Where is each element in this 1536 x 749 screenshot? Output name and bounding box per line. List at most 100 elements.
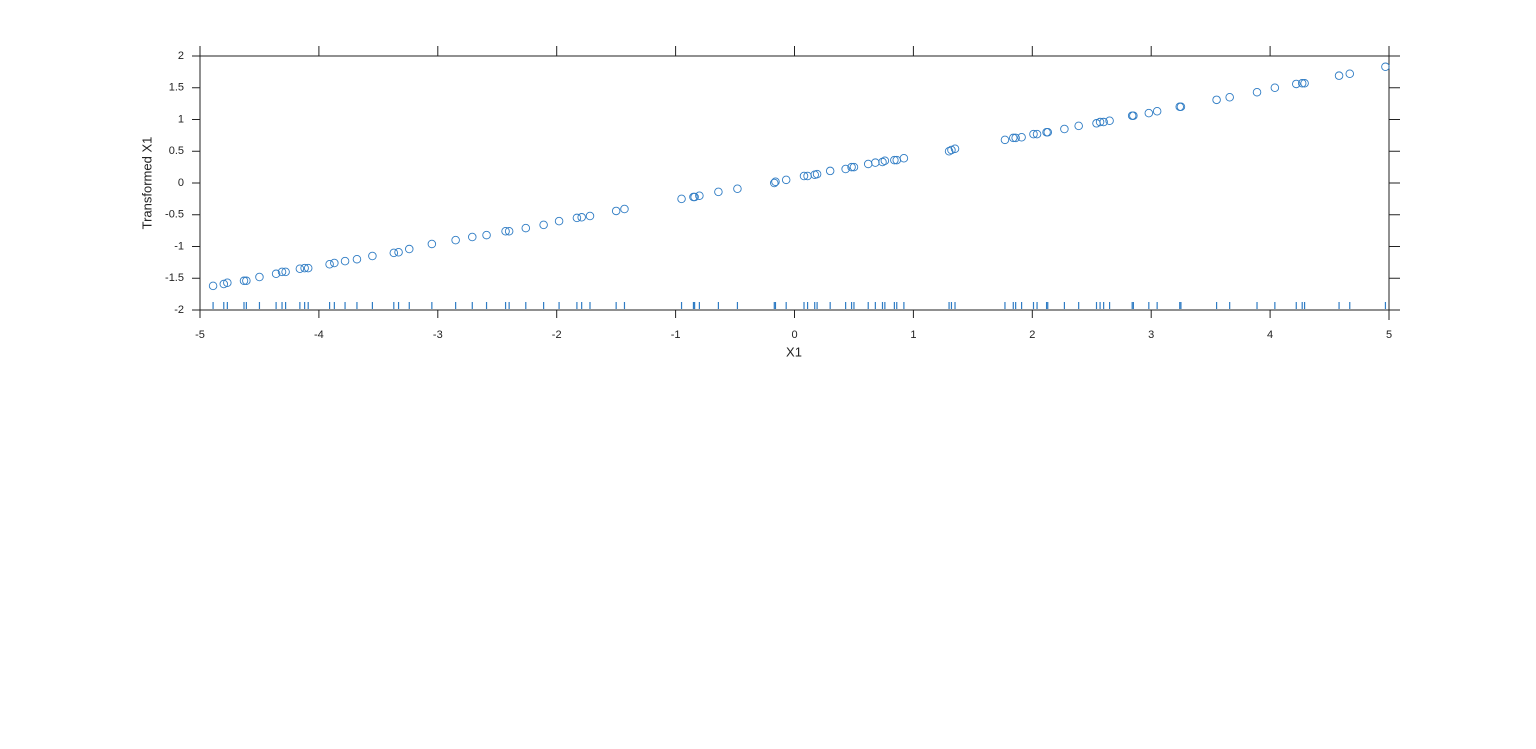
point (1032, 129, 1042, 139)
point (521, 223, 531, 233)
point (770, 178, 779, 188)
point (825, 166, 835, 176)
x-tick-label: 1 (910, 329, 916, 341)
x-tick-label: -5 (195, 329, 205, 341)
y-tick-label: -0.5 (165, 209, 184, 221)
x-tick-label: -4 (314, 329, 324, 341)
point (1334, 71, 1344, 80)
point (368, 251, 377, 261)
point (271, 269, 281, 279)
point (1095, 117, 1105, 127)
point (1144, 108, 1154, 118)
point (1292, 79, 1301, 89)
point (677, 194, 686, 204)
x-tick-label: -3 (433, 329, 443, 341)
point (352, 254, 362, 264)
point (714, 187, 723, 197)
point (300, 263, 309, 273)
point (504, 227, 514, 236)
point (841, 164, 850, 174)
point (944, 146, 954, 156)
point (1000, 135, 1010, 145)
point (277, 267, 287, 277)
y-tick-label: 0.5 (169, 145, 184, 157)
x-tick-label: 3 (1148, 329, 1154, 341)
point (389, 248, 399, 258)
point (295, 264, 305, 273)
point (695, 191, 704, 200)
point (539, 220, 548, 230)
point (781, 175, 791, 185)
point (394, 247, 403, 257)
point (219, 279, 229, 289)
point (1011, 133, 1020, 143)
point (890, 155, 899, 165)
x-tick-label: 4 (1267, 329, 1273, 341)
x-tick-label: 2 (1029, 329, 1035, 341)
point (1074, 121, 1083, 131)
point (611, 206, 621, 216)
point (1225, 93, 1234, 102)
y-tick-label: -1.5 (165, 272, 184, 284)
y-tick-label: 0 (178, 177, 184, 189)
point (1252, 87, 1262, 97)
point (1043, 127, 1053, 137)
x-tick-label: 5 (1386, 329, 1392, 341)
point (325, 260, 334, 269)
y-tick-label: 1 (178, 113, 184, 125)
point (1129, 111, 1138, 120)
point (733, 184, 742, 193)
x-tick-label: 0 (791, 329, 797, 341)
point (208, 281, 218, 291)
point (585, 211, 595, 221)
point (330, 258, 339, 268)
point (405, 244, 414, 254)
point (863, 159, 873, 169)
point (281, 267, 290, 277)
x-tick-label: -2 (552, 329, 562, 341)
point (1099, 117, 1108, 127)
point (223, 278, 232, 287)
point (501, 227, 510, 236)
point (1345, 69, 1355, 79)
point (880, 156, 890, 166)
point (1152, 106, 1162, 116)
point (451, 235, 460, 245)
point (255, 272, 264, 282)
point (1297, 79, 1307, 88)
point (1270, 83, 1280, 92)
y-tick-label: -2 (174, 304, 184, 316)
point (899, 153, 909, 163)
y-tick-label: -1 (174, 240, 184, 252)
point (1060, 124, 1069, 134)
point (572, 213, 582, 223)
y-tick-label: 1.5 (169, 82, 184, 94)
point (690, 192, 699, 202)
point (303, 263, 313, 273)
point (468, 232, 477, 242)
point (1381, 62, 1390, 72)
point (239, 276, 249, 286)
point (871, 158, 880, 167)
point (799, 171, 809, 181)
point (1300, 79, 1309, 88)
x-tick-label: -1 (671, 329, 681, 341)
point (340, 256, 350, 266)
point (771, 177, 780, 186)
point (849, 162, 859, 172)
point (1176, 102, 1186, 112)
point (950, 144, 960, 153)
point (847, 162, 856, 172)
point (947, 145, 956, 155)
x-axis-label: X1 (786, 344, 802, 359)
y-axis-label: Transformed X1 (139, 137, 154, 230)
point (242, 276, 251, 286)
point (1017, 133, 1026, 142)
point (554, 216, 564, 226)
point (427, 239, 437, 249)
point (812, 169, 822, 179)
point (482, 230, 491, 240)
y-tick-label: 2 (178, 50, 184, 62)
